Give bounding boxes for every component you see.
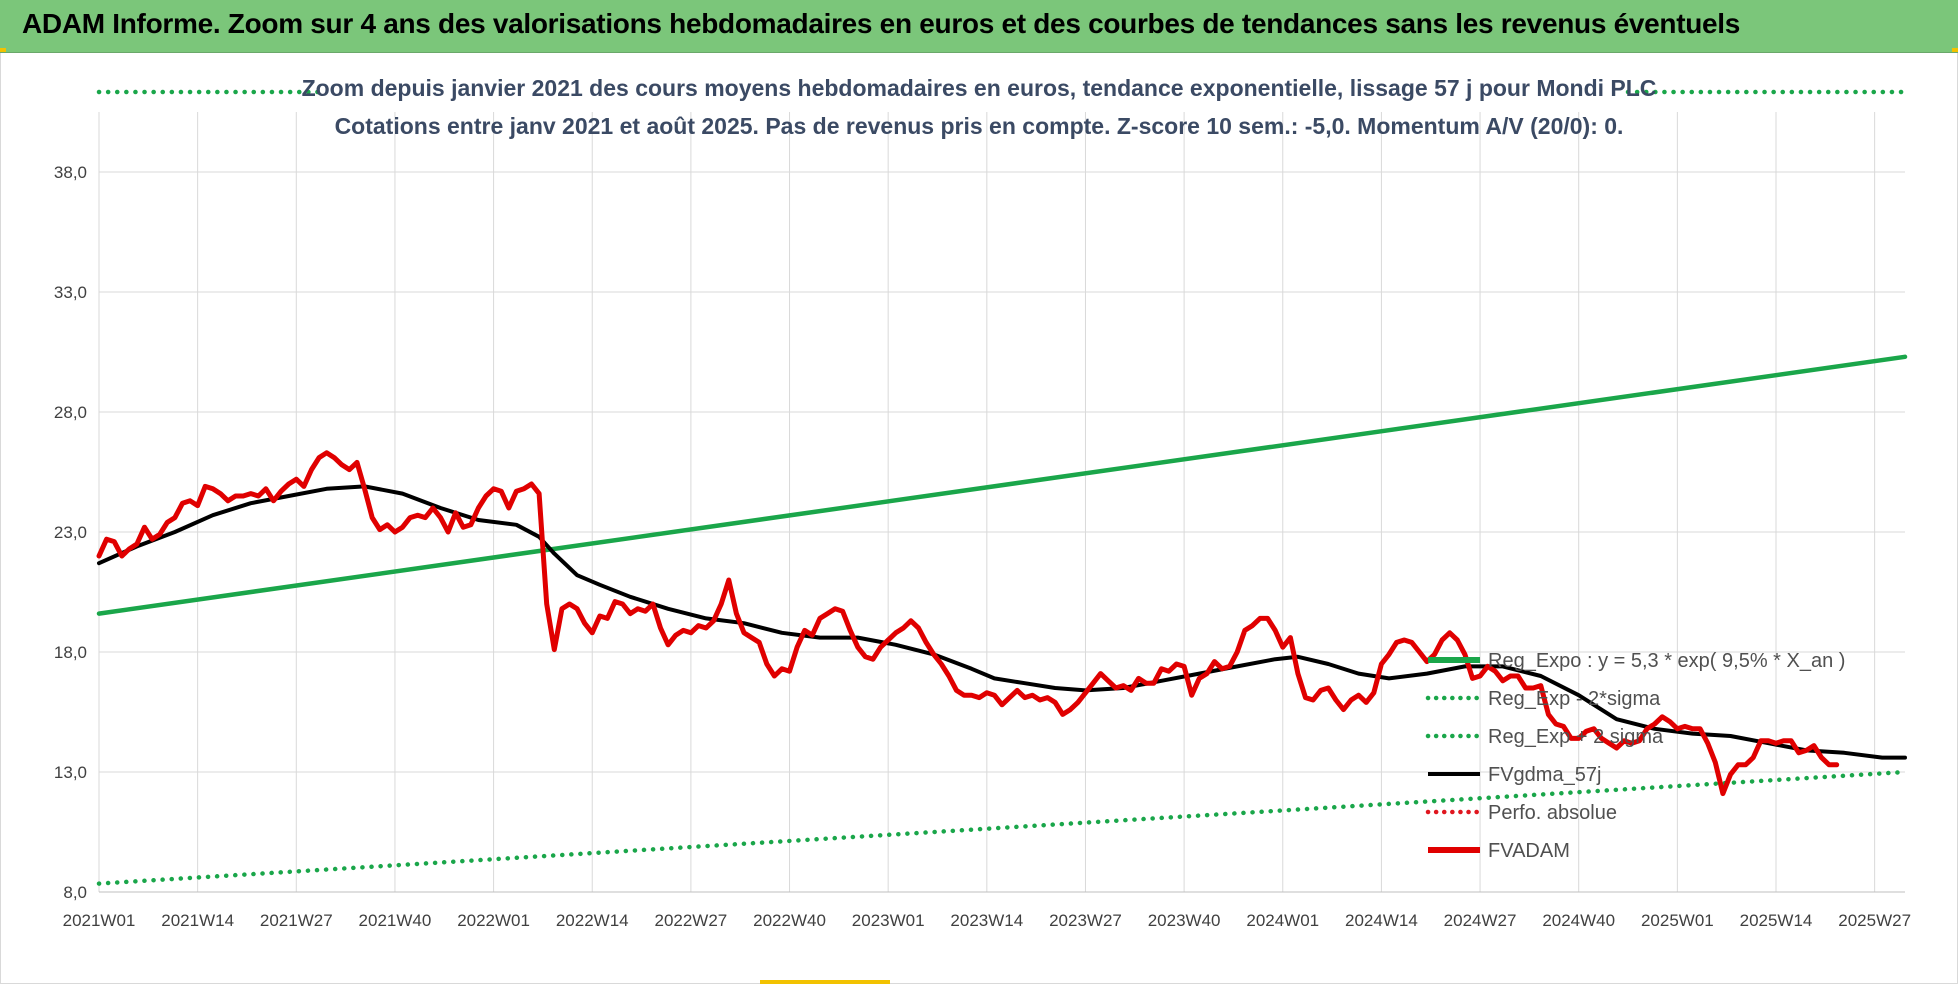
legend-label: Perfo. absolue [1488, 802, 1617, 824]
bottom-marker [760, 980, 890, 984]
chart-subtitle: Cotations entre janv 2021 et août 2025. … [335, 113, 1624, 139]
chart-title: Zoom depuis janvier 2021 des cours moyen… [302, 75, 1657, 101]
corner-marker-left [0, 48, 6, 52]
x-tick-label: 2024W01 [1246, 911, 1319, 930]
series-line-5 [96, 450, 1840, 797]
series-line-1 [96, 769, 1908, 886]
x-tick-label: 2025W27 [1838, 911, 1911, 930]
x-tick-label: 2024W27 [1444, 911, 1517, 930]
legend-label: Reg_Expo : y = 5,3 * exp( 9,5% * X_an ) [1488, 650, 1845, 672]
y-tick-label: 23,0 [54, 523, 87, 542]
x-tick-label: 2021W14 [161, 911, 234, 930]
x-tick-label: 2023W40 [1148, 911, 1221, 930]
y-tick-label: 33,0 [54, 283, 87, 302]
chart-legend: Reg_Expo : y = 5,3 * exp( 9,5% * X_an ) R… [1425, 650, 1845, 862]
series-line-0 [96, 354, 1908, 616]
x-tick-label: 2023W14 [950, 911, 1023, 930]
y-tick-label: 18,0 [54, 643, 87, 662]
y-tick-label: 13,0 [54, 763, 87, 782]
y-tick-label: 38,0 [54, 163, 87, 182]
x-tick-label: 2024W40 [1542, 911, 1615, 930]
y-tick-label: 28,0 [54, 403, 87, 422]
x-tick-label: 2023W27 [1049, 911, 1122, 930]
y-tick-label: 8,0 [63, 883, 87, 902]
series-line-3 [97, 484, 1907, 760]
x-tick-label: 2023W01 [852, 911, 925, 930]
report-banner: ADAM Informe. Zoom sur 4 ans des valoris… [0, 0, 1958, 53]
gridlines [98, 112, 1905, 893]
corner-marker-right [1952, 48, 1958, 52]
legend-label: FVgdma_57j [1488, 764, 1601, 786]
legend-label: FVADAM [1488, 840, 1570, 862]
x-tick-label: 2022W27 [654, 911, 727, 930]
x-axis-tick-labels: 2021W01 2021W14 2021W27 2021W40 2022W01 2022W… [63, 911, 1911, 930]
x-tick-label: 2025W14 [1740, 911, 1813, 930]
x-tick-label: 2024W14 [1345, 911, 1418, 930]
x-tick-label: 2022W01 [457, 911, 530, 930]
x-tick-label: 2025W01 [1641, 911, 1714, 930]
legend-label: Reg_Exp - 2*sigma [1488, 688, 1661, 710]
chart-svg: 8,013,018,023,028,033,038,0 2021W01 2021W… [54, 75, 1911, 930]
report-title: ADAM Informe. Zoom sur 4 ans des valoris… [22, 8, 1741, 39]
chart-area: 8,0 13,0 18,0 23,0 28,0 33,0 38,0 2021W01 2021W… [0, 52, 1958, 984]
x-tick-label: 2021W27 [260, 911, 333, 930]
legend-label: Reg_Exp + 2 sigma [1488, 726, 1664, 748]
x-tick-label: 2021W40 [359, 911, 432, 930]
x-tick-label: 2021W01 [63, 911, 136, 930]
x-tick-label: 2022W14 [556, 911, 629, 930]
y-axis-tick-labels: 8,0 13,0 18,0 23,0 28,0 33,0 38,0 [54, 163, 87, 902]
x-tick-label: 2022W40 [753, 911, 826, 930]
series-layer [96, 89, 1908, 886]
